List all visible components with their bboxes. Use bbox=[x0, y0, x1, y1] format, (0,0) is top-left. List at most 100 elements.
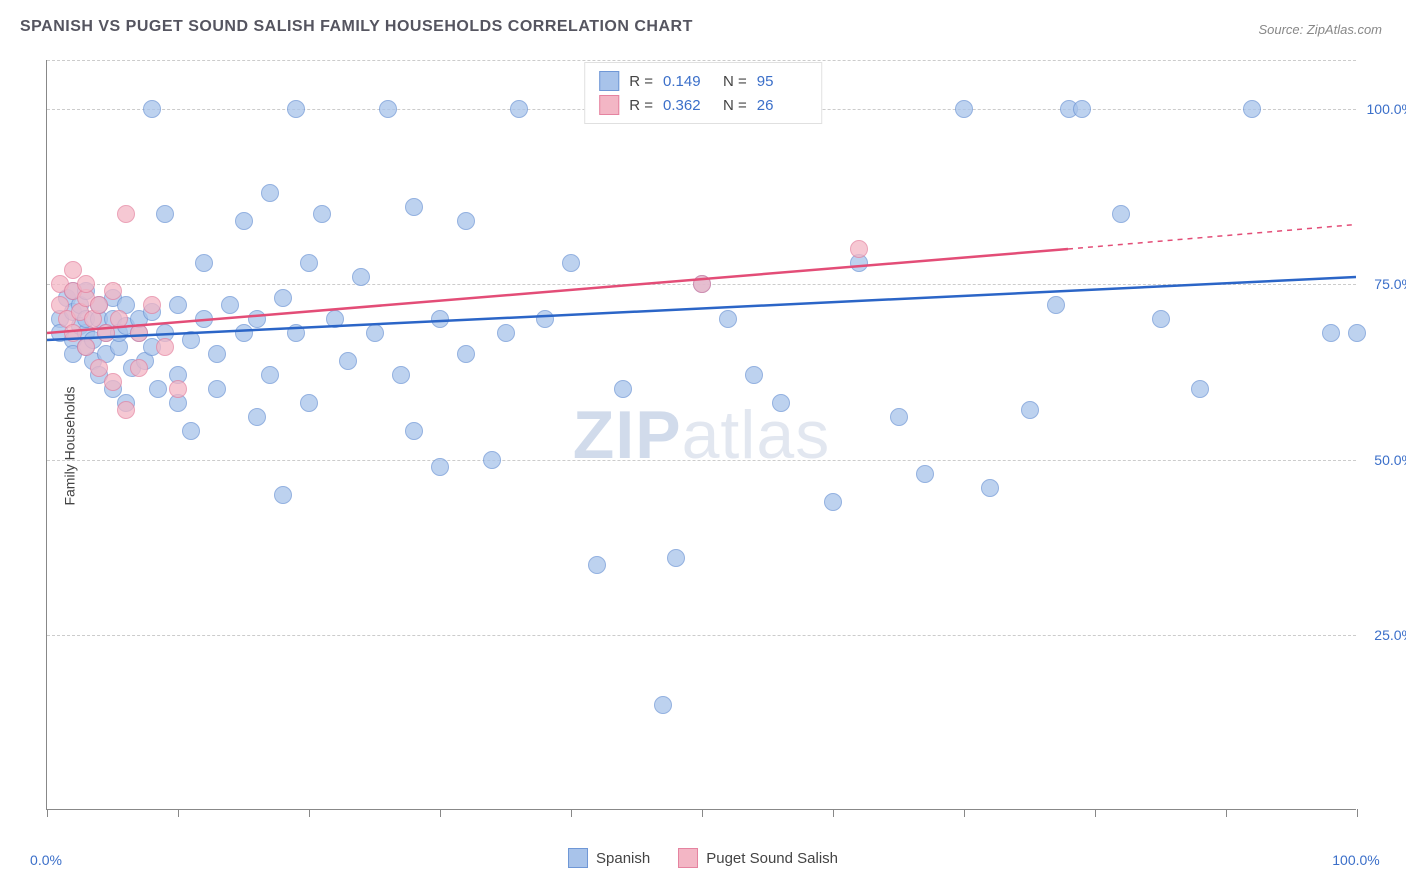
data-point-spanish bbox=[955, 100, 973, 118]
x-tick bbox=[571, 809, 572, 817]
y-tick-label: 25.0% bbox=[1374, 627, 1406, 643]
x-tick bbox=[1226, 809, 1227, 817]
data-point-spanish bbox=[510, 100, 528, 118]
x-tick bbox=[47, 809, 48, 817]
data-point-spanish bbox=[300, 254, 318, 272]
data-point-spanish bbox=[431, 310, 449, 328]
data-point-spanish bbox=[366, 324, 384, 342]
data-point-spanish bbox=[195, 310, 213, 328]
swatch-spanish-icon bbox=[568, 848, 588, 868]
data-point-salish bbox=[850, 240, 868, 258]
data-point-spanish bbox=[392, 366, 410, 384]
x-tick bbox=[702, 809, 703, 817]
data-point-salish bbox=[90, 296, 108, 314]
data-point-spanish bbox=[405, 198, 423, 216]
data-point-spanish bbox=[169, 296, 187, 314]
data-point-spanish bbox=[300, 394, 318, 412]
x-tick bbox=[964, 809, 965, 817]
data-point-spanish bbox=[1243, 100, 1261, 118]
data-point-spanish bbox=[890, 408, 908, 426]
legend-item-spanish: Spanish bbox=[568, 848, 650, 868]
data-point-spanish bbox=[235, 324, 253, 342]
data-point-spanish bbox=[235, 212, 253, 230]
data-point-spanish bbox=[313, 205, 331, 223]
data-point-spanish bbox=[274, 289, 292, 307]
data-point-spanish bbox=[654, 696, 672, 714]
x-tick-label: 100.0% bbox=[1332, 852, 1379, 868]
data-point-spanish bbox=[1021, 401, 1039, 419]
x-tick bbox=[440, 809, 441, 817]
x-tick bbox=[833, 809, 834, 817]
data-point-spanish bbox=[1191, 380, 1209, 398]
x-tick bbox=[309, 809, 310, 817]
data-point-spanish bbox=[483, 451, 501, 469]
data-point-spanish bbox=[208, 345, 226, 363]
data-point-salish bbox=[117, 205, 135, 223]
data-point-spanish bbox=[457, 212, 475, 230]
swatch-spanish-icon bbox=[599, 71, 619, 91]
gridline bbox=[47, 60, 1356, 61]
gridline bbox=[47, 635, 1356, 636]
source-attribution: Source: ZipAtlas.com bbox=[1258, 22, 1382, 37]
data-point-spanish bbox=[667, 549, 685, 567]
data-point-spanish bbox=[149, 380, 167, 398]
data-point-spanish bbox=[1348, 324, 1366, 342]
data-point-spanish bbox=[195, 254, 213, 272]
data-point-spanish bbox=[824, 493, 842, 511]
data-point-spanish bbox=[143, 100, 161, 118]
data-point-spanish bbox=[981, 479, 999, 497]
data-point-spanish bbox=[182, 331, 200, 349]
data-point-spanish bbox=[339, 352, 357, 370]
data-point-spanish bbox=[287, 100, 305, 118]
data-point-salish bbox=[169, 380, 187, 398]
legend-label: Puget Sound Salish bbox=[706, 850, 838, 867]
n-value: 95 bbox=[757, 73, 807, 90]
data-point-spanish bbox=[614, 380, 632, 398]
data-point-spanish bbox=[1152, 310, 1170, 328]
data-point-salish bbox=[130, 324, 148, 342]
watermark: ZIPatlas bbox=[573, 396, 830, 474]
n-label: N = bbox=[723, 97, 747, 114]
scatter-plot-area: ZIPatlas 25.0%50.0%75.0%100.0% bbox=[46, 60, 1356, 810]
r-value: 0.149 bbox=[663, 73, 713, 90]
data-point-spanish bbox=[208, 380, 226, 398]
n-value: 26 bbox=[757, 97, 807, 114]
r-value: 0.362 bbox=[663, 97, 713, 114]
n-label: N = bbox=[723, 73, 747, 90]
data-point-spanish bbox=[536, 310, 554, 328]
r-label: R = bbox=[629, 73, 653, 90]
data-point-salish bbox=[77, 338, 95, 356]
legend-label: Spanish bbox=[596, 850, 650, 867]
data-point-spanish bbox=[261, 184, 279, 202]
data-point-spanish bbox=[745, 366, 763, 384]
x-tick-label: 0.0% bbox=[30, 852, 62, 868]
data-point-spanish bbox=[248, 408, 266, 426]
data-point-salish bbox=[97, 324, 115, 342]
r-label: R = bbox=[629, 97, 653, 114]
swatch-salish-icon bbox=[678, 848, 698, 868]
data-point-spanish bbox=[352, 268, 370, 286]
data-point-salish bbox=[110, 310, 128, 328]
data-point-spanish bbox=[431, 458, 449, 476]
data-point-spanish bbox=[457, 345, 475, 363]
data-point-salish bbox=[77, 275, 95, 293]
series-legend: Spanish Puget Sound Salish bbox=[568, 848, 838, 868]
gridline bbox=[47, 460, 1356, 461]
data-point-spanish bbox=[326, 310, 344, 328]
data-point-salish bbox=[104, 373, 122, 391]
x-tick bbox=[178, 809, 179, 817]
x-tick bbox=[1095, 809, 1096, 817]
data-point-spanish bbox=[274, 486, 292, 504]
data-point-spanish bbox=[1322, 324, 1340, 342]
data-point-spanish bbox=[248, 310, 266, 328]
legend-row-salish: R = 0.362 N = 26 bbox=[599, 93, 807, 117]
data-point-spanish bbox=[497, 324, 515, 342]
correlation-legend: R = 0.149 N = 95 R = 0.362 N = 26 bbox=[584, 62, 822, 124]
data-point-salish bbox=[143, 296, 161, 314]
data-point-salish bbox=[117, 401, 135, 419]
regression-line-salish-extrapolated bbox=[1068, 225, 1356, 250]
chart-title: SPANISH VS PUGET SOUND SALISH FAMILY HOU… bbox=[20, 18, 693, 36]
data-point-salish bbox=[104, 282, 122, 300]
data-point-salish bbox=[130, 359, 148, 377]
data-point-spanish bbox=[156, 205, 174, 223]
